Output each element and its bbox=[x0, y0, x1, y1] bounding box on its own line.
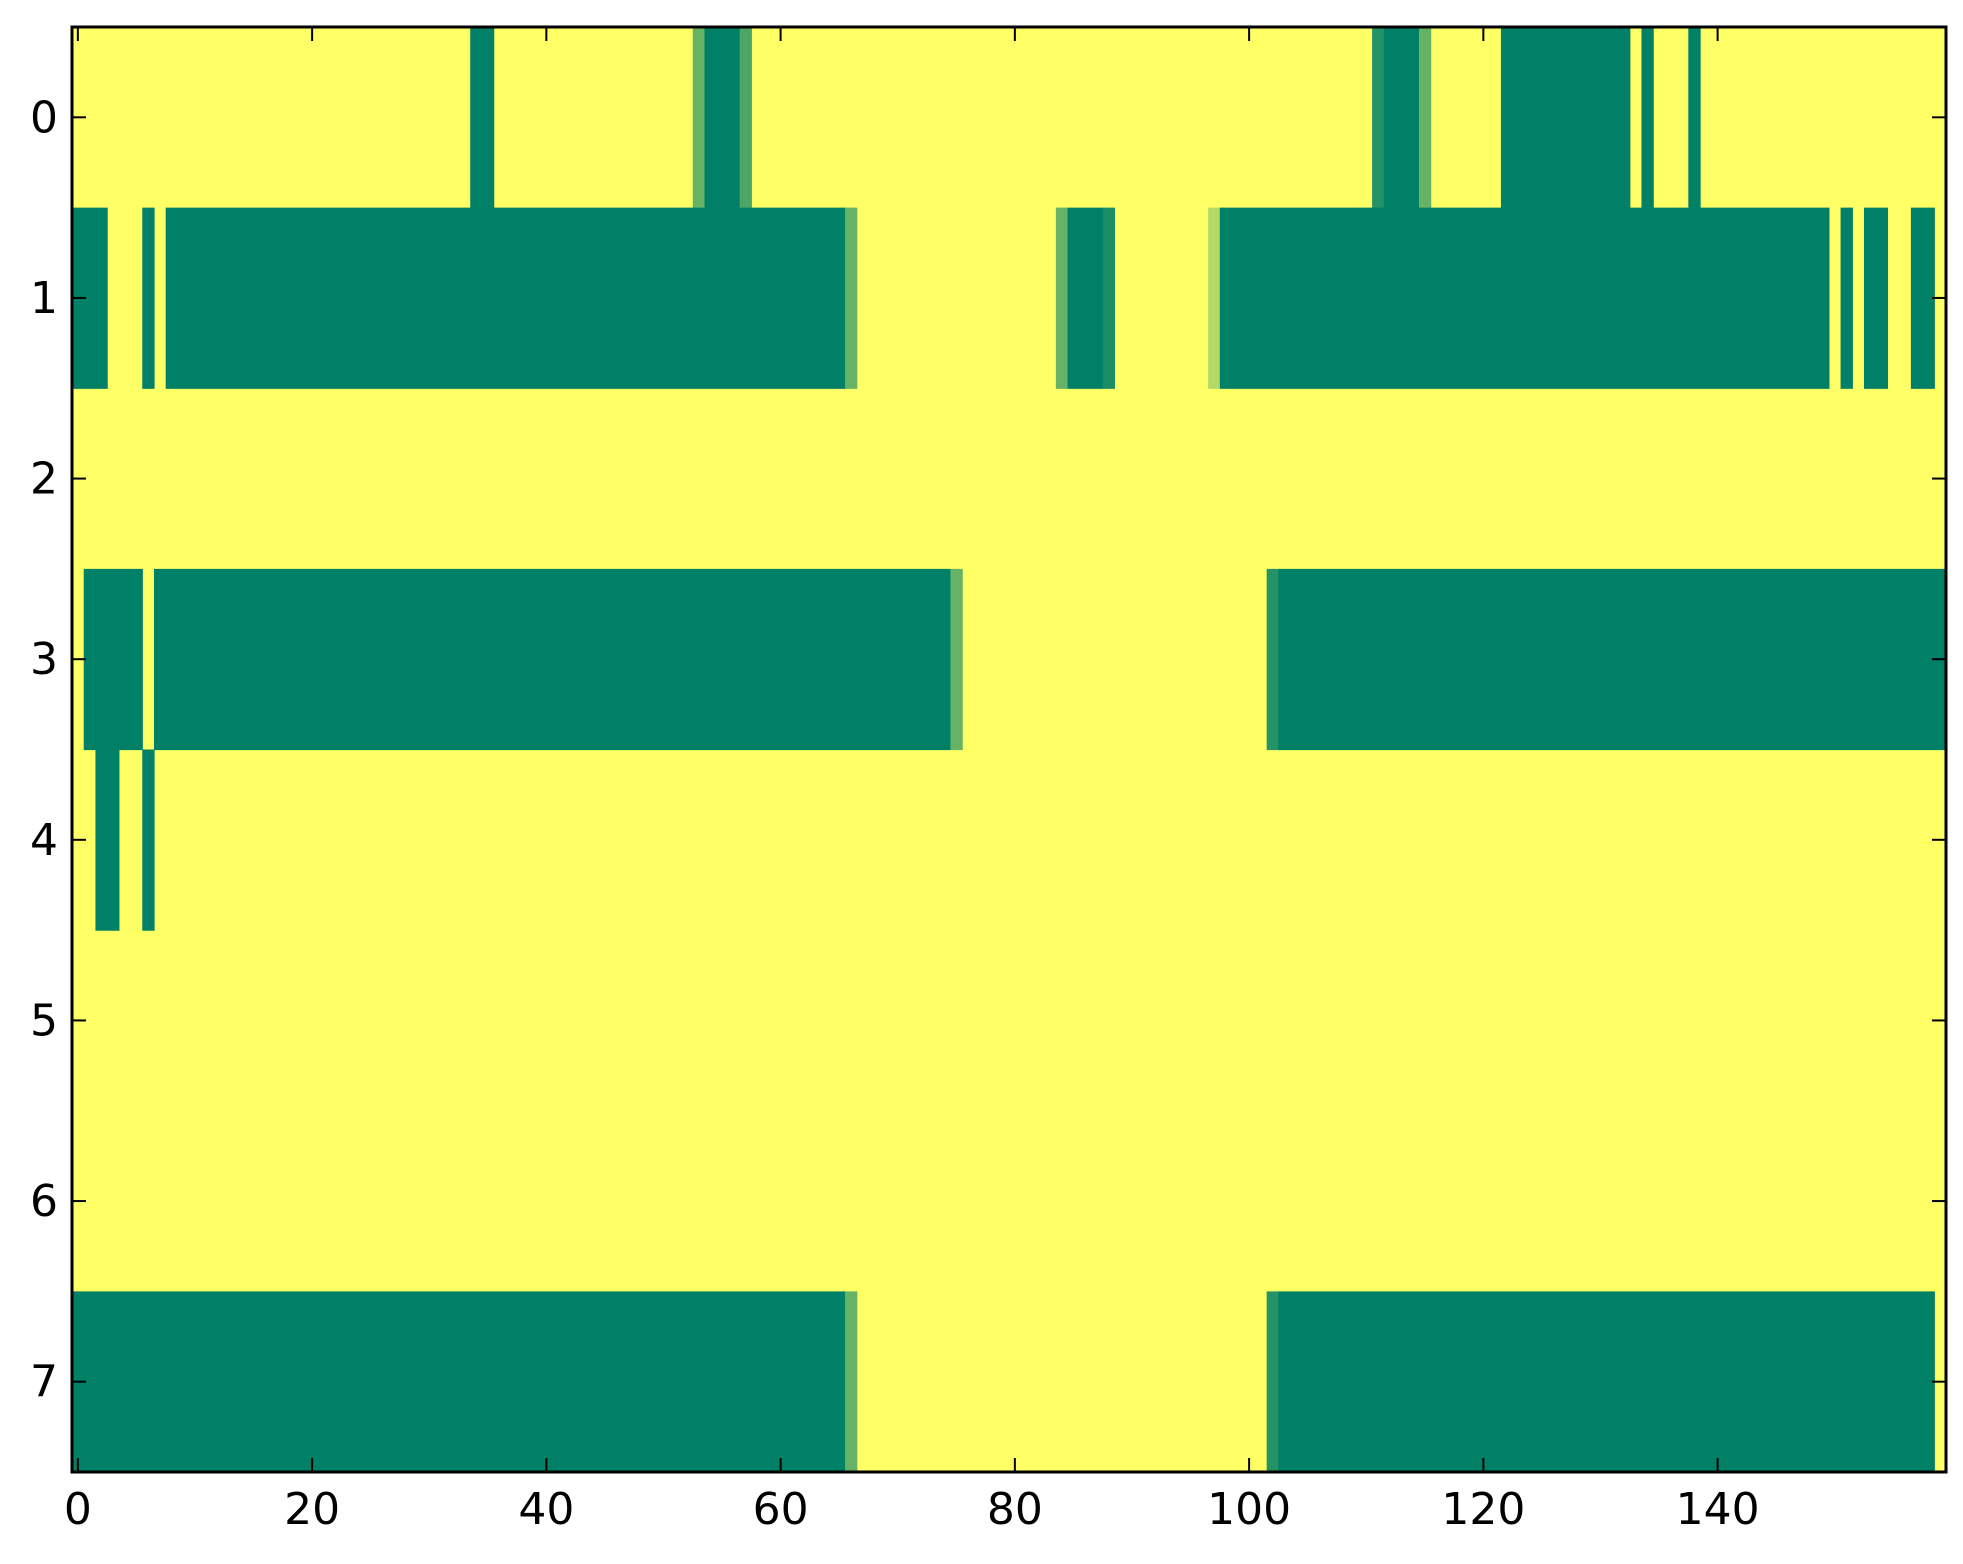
y-tick-label: 4 bbox=[30, 815, 58, 866]
x-tick-label: 60 bbox=[753, 1484, 809, 1535]
x-tick-label: 120 bbox=[1441, 1484, 1525, 1535]
heatmap-cell-run-row-0-4 bbox=[1372, 27, 1384, 208]
heatmap-cell-run-row-7-32 bbox=[1278, 1291, 1935, 1472]
heatmap-cell-run-row-3-25 bbox=[1267, 569, 1279, 750]
heatmap-cell-run-row-3-22 bbox=[84, 569, 143, 750]
heatmap-cell-run-row-0-3 bbox=[740, 27, 752, 208]
y-tick-label: 6 bbox=[30, 1176, 58, 1227]
heatmap-cell-run-row-0-8 bbox=[1641, 27, 1653, 208]
heatmap-cell-run-row-1-12 bbox=[166, 208, 846, 389]
heatmap-cell-run-row-0-1 bbox=[693, 27, 705, 208]
x-tick-label: 20 bbox=[284, 1484, 340, 1535]
heatmap-cell-run-row-0-2 bbox=[704, 27, 740, 208]
heatmap-cell-run-row-1-14 bbox=[1056, 208, 1068, 389]
heatmap-cell-run-row-3-26 bbox=[1278, 569, 1946, 750]
heatmap-cell-run-row-1-18 bbox=[1220, 208, 1830, 389]
x-tick-label: 100 bbox=[1207, 1484, 1291, 1535]
x-tick-label: 0 bbox=[64, 1484, 92, 1535]
heatmap-cell-run-row-1-21 bbox=[1911, 208, 1935, 389]
heatmap-cell-run-row-0-7 bbox=[1501, 27, 1630, 208]
heatmap-cell-run-row-1-20 bbox=[1864, 208, 1888, 389]
heatmap-cell-run-row-0-5 bbox=[1384, 27, 1420, 208]
heatmap-cell-run-row-3-24 bbox=[950, 569, 962, 750]
x-tick-label: 40 bbox=[518, 1484, 574, 1535]
heatmap-cell-run-row-1-17 bbox=[1208, 208, 1220, 389]
y-tick-label: 5 bbox=[30, 995, 58, 1046]
x-tick-label: 80 bbox=[987, 1484, 1043, 1535]
heatmap-cell-run-row-1-11 bbox=[142, 208, 154, 389]
heatmap-cell-run-row-3-23 bbox=[154, 569, 951, 750]
heatmap-cell-run-row-4-27 bbox=[95, 750, 119, 931]
heatmap-cell-run-row-1-19 bbox=[1841, 208, 1853, 389]
x-tick-labels: 0 20 40 60 80 100 120 140 bbox=[64, 1484, 1760, 1535]
heatmap-cell-run-row-7-30 bbox=[845, 1291, 857, 1472]
y-tick-label: 7 bbox=[30, 1357, 58, 1408]
heatmap-cell-run-row-7-31 bbox=[1267, 1291, 1279, 1472]
heatmap-cell-run-row-1-15 bbox=[1068, 208, 1104, 389]
y-tick-label: 0 bbox=[30, 92, 58, 143]
x-tick-label: 140 bbox=[1676, 1484, 1760, 1535]
y-tick-label: 3 bbox=[30, 634, 58, 685]
heatmap-cell-run-row-0-9 bbox=[1688, 27, 1700, 208]
heatmap-cell-run-row-1-13 bbox=[845, 208, 857, 389]
y-tick-label: 2 bbox=[30, 454, 58, 505]
y-tick-labels: 0 1 2 3 4 5 6 7 bbox=[30, 92, 58, 1407]
heatmap-cell-run-row-0-0 bbox=[470, 27, 494, 208]
heatmap-cell-run-row-0-6 bbox=[1419, 27, 1431, 208]
heatmap-cell-run-row-1-16 bbox=[1103, 208, 1115, 389]
heatmap-cell-run-row-4-28 bbox=[142, 750, 154, 931]
heatmap-cell-run-row-7-29 bbox=[72, 1291, 846, 1472]
y-tick-label: 1 bbox=[30, 273, 58, 324]
